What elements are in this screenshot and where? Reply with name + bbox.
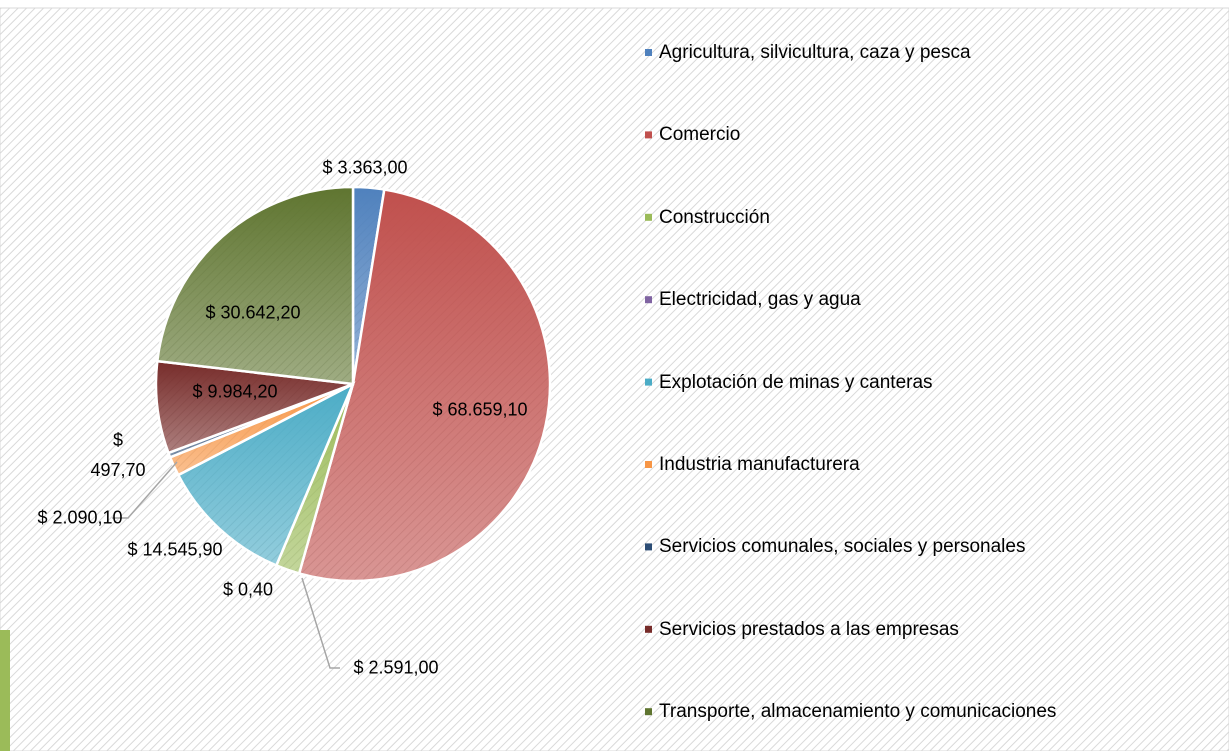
data-label: $ 497,70 [90,430,146,480]
pie-slice [155,185,355,386]
legend-marker [645,543,652,551]
leader-line [301,577,340,669]
data-label: $ 9.984,20 [192,381,278,402]
data-label: $ 30.642,20 [205,302,301,323]
legend-marker [645,131,652,139]
pie-slice [176,381,356,568]
legend-label: Comercio [659,124,741,146]
legend-marker [645,296,652,304]
data-label: $ 14.545,90 [127,539,223,560]
pie-slice [297,188,552,583]
data-label: $ 0,40 [222,579,274,600]
legend-label: Explotación de minas y canteras [659,371,933,393]
data-label: $ 68.659,10 [432,399,528,420]
legend-label: Servicios comunales, sociales y personal… [659,536,1026,558]
legend-label: Agricultura, silvicultura, caza y pesca [659,42,971,63]
legend-marker [645,49,652,56]
legend-marker [645,213,652,221]
data-label: $ 2.591,00 [353,657,439,678]
legend-label: Construcción [659,206,770,228]
legend-marker [645,461,652,468]
data-label: $ 2.090,10 [37,507,123,528]
legend-marker [645,378,652,386]
edge-strip [0,630,10,751]
leader-line [112,461,178,519]
legend-marker [645,625,652,633]
data-label: $ 3.363,00 [322,157,408,178]
legend-label: Servicios prestados a las empresas [659,618,959,640]
legend-label: Transporte, almacenamiento y comunicacio… [659,701,1057,723]
legend-marker [645,708,652,716]
legend-label: Electricidad, gas y agua [659,289,861,311]
legend-label: Industria manufacturera [659,454,860,475]
